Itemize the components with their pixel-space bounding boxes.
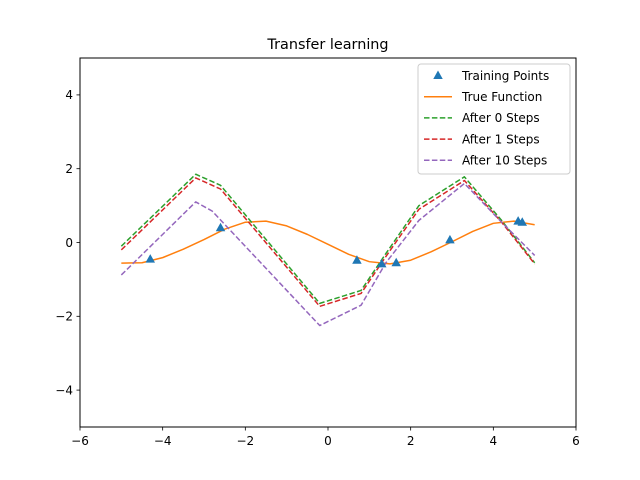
y-tick-label: 4 [65, 88, 73, 102]
x-tick-label: 2 [407, 434, 415, 448]
training-point [517, 217, 528, 226]
training-point [376, 258, 387, 268]
x-tick-label: −6 [71, 434, 89, 448]
y-tick-label: −2 [55, 310, 73, 324]
series-layer [120, 173, 536, 327]
training-points-layer [145, 216, 528, 268]
training-point [215, 222, 226, 232]
training-point [391, 257, 401, 267]
legend: Training Points True Function After 0 Step… [417, 63, 571, 175]
x-tick-label: 4 [490, 434, 498, 448]
chart-title: Transfer learning [266, 37, 388, 53]
legend-marker [433, 70, 443, 79]
legend-label: After 1 Steps [462, 132, 540, 146]
training-point [445, 234, 455, 244]
y-tick-label: −4 [55, 383, 73, 397]
x-tick-label: 0 [324, 434, 332, 448]
ticks-layer: −6 −4 −2 0 2 4 6 −4 −2 0 2 4 [55, 88, 580, 448]
y-tick-label: 2 [65, 162, 73, 176]
series-line-after-10-steps [120, 182, 536, 327]
x-tick-label: 6 [572, 434, 580, 448]
series-line-true-function [121, 220, 535, 265]
training-point [145, 254, 156, 263]
training-point [352, 255, 362, 264]
series-line-after-0-steps [120, 173, 536, 305]
legend-label: After 10 Steps [462, 154, 547, 168]
legend-label: Training Points [461, 69, 549, 83]
x-tick-label: −4 [154, 434, 172, 448]
y-tick-label: 0 [65, 236, 73, 250]
x-tick-label: −2 [236, 434, 254, 448]
series-line-after-1-steps [120, 177, 536, 308]
legend-label: True Function [461, 90, 542, 104]
legend-box [417, 63, 571, 175]
legend-label: After 0 Steps [462, 111, 540, 125]
